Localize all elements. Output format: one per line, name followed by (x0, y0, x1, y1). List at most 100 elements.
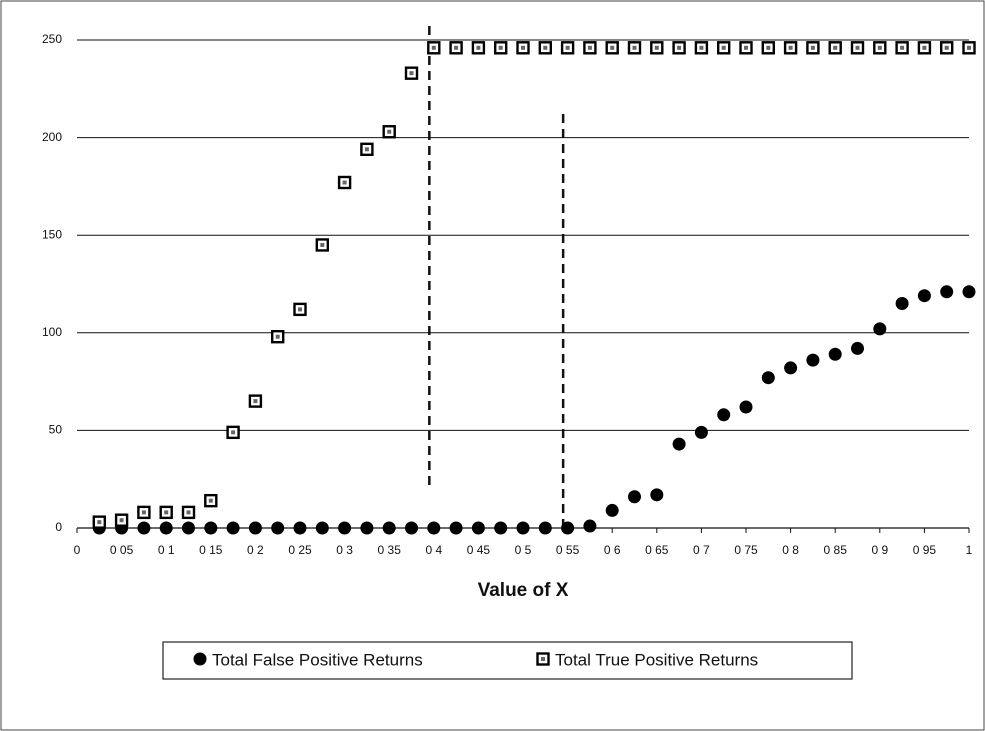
point (917, 289, 931, 303)
x-tick-label: 0 95 (913, 543, 937, 557)
point (962, 285, 976, 299)
legend-label: Total True Positive Returns (555, 650, 758, 669)
point (717, 408, 731, 422)
point-core (810, 45, 815, 50)
x-tick-label: 0 (74, 543, 81, 557)
point-core (610, 45, 615, 50)
y-tick-label: 100 (42, 325, 62, 339)
point (784, 361, 798, 375)
point (137, 521, 151, 535)
point (159, 521, 173, 535)
point (895, 297, 909, 311)
x-tick-label: 0 55 (556, 543, 580, 557)
point-core (164, 510, 169, 515)
point (248, 521, 262, 535)
point-core (788, 45, 793, 50)
point-core (900, 45, 905, 50)
x-tick-label: 0 9 (871, 543, 888, 557)
point (538, 521, 552, 535)
point-core (833, 45, 838, 50)
point (226, 521, 240, 535)
x-tick-label: 0 7 (693, 543, 710, 557)
x-tick-label: 0 45 (467, 543, 491, 557)
x-tick-label: 0 2 (247, 543, 264, 557)
point-core (587, 45, 592, 50)
point-core (521, 45, 525, 50)
point (672, 437, 686, 451)
x-tick-label: 0 85 (824, 543, 848, 557)
point-core (744, 45, 748, 50)
point-core (632, 45, 637, 50)
point-core (253, 399, 258, 404)
point (605, 503, 619, 517)
point (516, 521, 530, 535)
point-core (677, 45, 682, 50)
point-core (454, 45, 459, 50)
point-core (654, 45, 659, 50)
point-core (855, 45, 860, 50)
point (828, 347, 842, 361)
point-core (231, 430, 236, 435)
x-tick-label: 0 75 (734, 543, 758, 557)
point-core (543, 45, 548, 50)
y-tick-label: 200 (42, 130, 62, 144)
point (761, 371, 775, 385)
point (628, 490, 641, 504)
point-core (141, 510, 146, 515)
legend-label: Total False Positive Returns (212, 650, 423, 669)
point (650, 488, 664, 502)
x-tick-label: 0 25 (288, 543, 312, 557)
point-core (766, 45, 771, 50)
point (851, 341, 864, 355)
point (271, 521, 285, 535)
point (449, 521, 463, 535)
point-core (476, 45, 481, 50)
point (739, 400, 753, 414)
point-core (431, 45, 436, 50)
point-core (298, 307, 302, 312)
point (204, 521, 218, 535)
point (405, 521, 418, 535)
point (561, 521, 575, 535)
point-core (565, 45, 570, 50)
point-core (208, 498, 213, 503)
point (694, 425, 708, 439)
point-core (877, 45, 882, 50)
x-tick-label: 0 15 (199, 543, 223, 557)
point (940, 285, 954, 299)
point-core (409, 71, 414, 76)
x-tick-label: 0 1 (158, 543, 175, 557)
y-tick-label: 50 (49, 423, 63, 437)
point-core (498, 45, 503, 50)
point-core (320, 242, 325, 247)
point-core (721, 45, 726, 50)
point-core (922, 45, 927, 50)
legend (162, 641, 853, 680)
legend-marker-core (541, 657, 545, 661)
point (182, 521, 195, 535)
point-core (97, 520, 102, 525)
point-core (944, 45, 949, 50)
point-core (186, 510, 191, 515)
x-tick-label: 0 4 (425, 543, 442, 557)
x-axis-title: Value of X (478, 580, 569, 601)
y-tick-label: 250 (42, 32, 62, 46)
point-core (387, 129, 392, 134)
point (806, 353, 820, 367)
point-core (364, 147, 369, 152)
point-core (967, 45, 971, 50)
point (338, 521, 352, 535)
x-tick-label: 1 (966, 543, 973, 557)
point (873, 322, 887, 336)
x-tick-label: 0 35 (378, 543, 402, 557)
point-core (275, 334, 280, 339)
point (293, 521, 307, 535)
point (315, 521, 329, 535)
point-core (342, 180, 347, 185)
x-tick-label: 0 5 (515, 543, 532, 557)
y-tick-label: 150 (42, 227, 62, 241)
point-core (119, 518, 124, 523)
y-tick-label: 0 (55, 520, 62, 534)
point (494, 521, 508, 535)
